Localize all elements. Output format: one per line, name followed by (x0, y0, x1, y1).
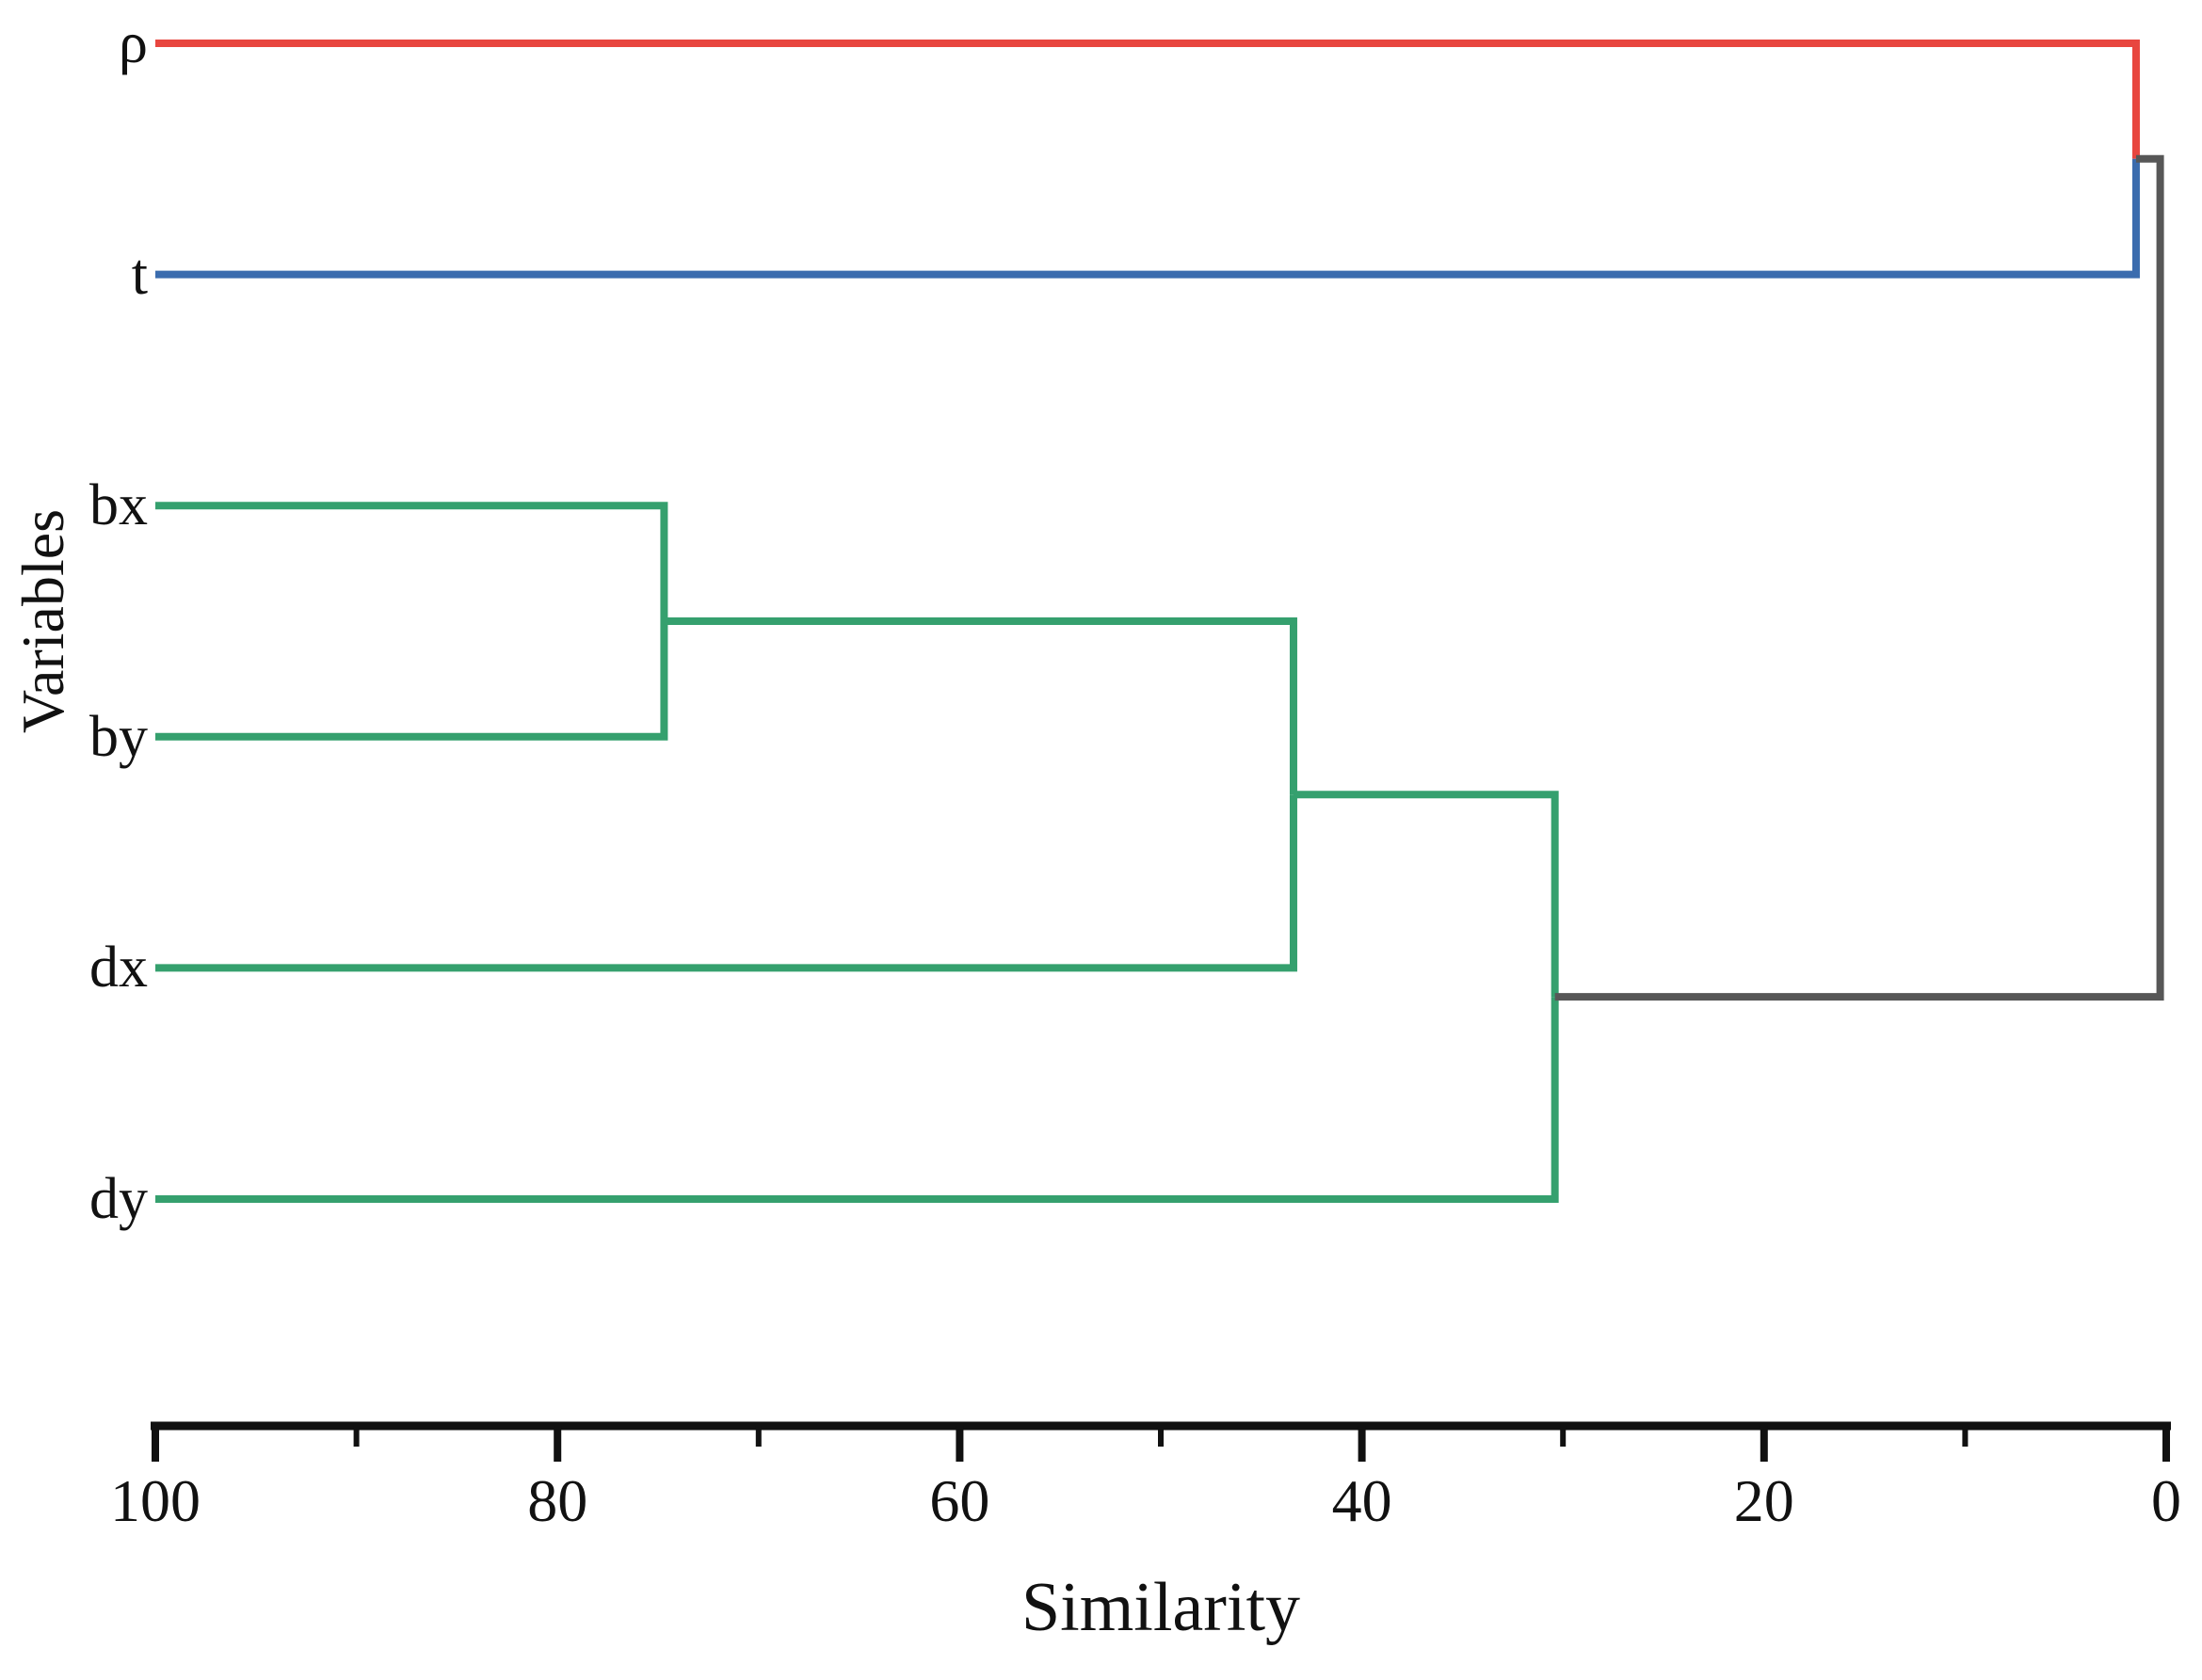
branch-t (155, 158, 2140, 279)
x-tick-label: 0 (2151, 1467, 2181, 1534)
branch-m4 (2135, 154, 2164, 578)
x-tick-label: 80 (527, 1467, 588, 1534)
leaf-label-bx: bx (89, 473, 148, 538)
leaf-label-dy: dy (89, 1167, 148, 1231)
x-tick-label: 40 (1331, 1467, 1392, 1534)
branch-m2 (1293, 791, 1559, 998)
branch-dy (155, 997, 1559, 1203)
leaf-label-rho: ρ (119, 11, 148, 75)
branch-m3 (1554, 577, 2164, 1001)
x-axis-title: Similarity (1021, 1569, 1300, 1646)
leaf-label-t: t (131, 242, 148, 307)
branch-m1 (664, 617, 1297, 795)
x-tick-label: 20 (1733, 1467, 1794, 1534)
x-tick-label: 60 (929, 1467, 990, 1534)
leaf-label-dx: dx (89, 936, 148, 1000)
leaf-label-by: by (89, 704, 148, 769)
y-axis-title: Variables (9, 508, 76, 734)
branch-dx (155, 794, 1297, 972)
branch-rho (155, 40, 2140, 159)
branch-by (155, 621, 668, 741)
x-tick-label: 100 (110, 1467, 201, 1534)
branch-bx (155, 502, 668, 621)
